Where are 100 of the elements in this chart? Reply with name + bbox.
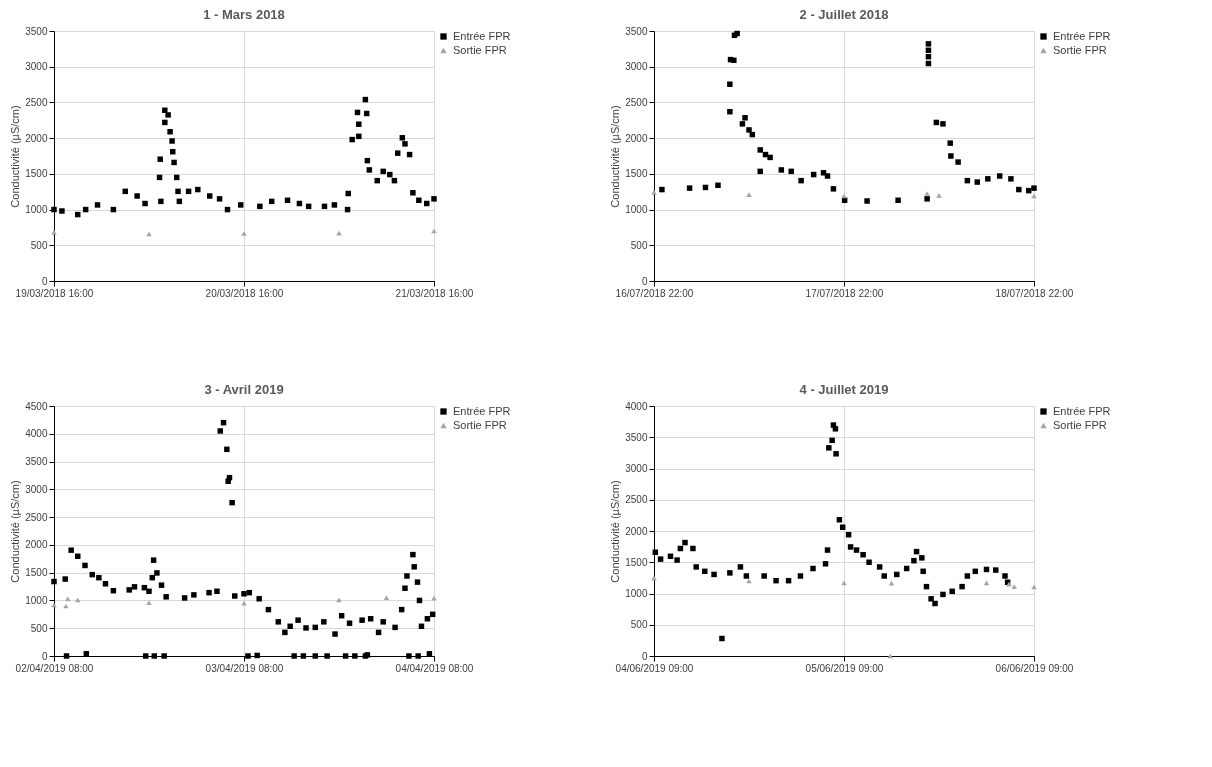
point bbox=[860, 552, 866, 558]
x-tick-label: 02/04/2019 08:00 bbox=[15, 662, 94, 674]
point bbox=[881, 573, 887, 579]
point bbox=[380, 168, 386, 175]
point bbox=[402, 141, 408, 147]
y-tick-label: 3000 bbox=[25, 483, 48, 495]
point bbox=[175, 188, 181, 195]
point bbox=[674, 557, 680, 563]
point bbox=[431, 196, 437, 202]
point bbox=[797, 573, 804, 579]
point bbox=[773, 577, 779, 584]
y-tick-label: 3000 bbox=[25, 61, 48, 73]
chart-title: 3 - Avril 2019 bbox=[204, 382, 284, 397]
y-tick-label: 0 bbox=[641, 275, 648, 287]
point bbox=[824, 547, 831, 553]
point bbox=[431, 228, 437, 234]
legend-label: Entrée FPR bbox=[1053, 29, 1111, 42]
point bbox=[169, 138, 175, 144]
point bbox=[964, 573, 971, 579]
point bbox=[366, 167, 373, 173]
point bbox=[737, 564, 744, 570]
point bbox=[895, 197, 901, 204]
x-tick-label: 21/03/2018 16:00 bbox=[395, 287, 474, 299]
point bbox=[356, 133, 362, 140]
point bbox=[983, 580, 990, 586]
x-tick-label: 19/03/2018 16:00 bbox=[15, 287, 94, 299]
point bbox=[788, 168, 794, 175]
point bbox=[742, 115, 748, 121]
point bbox=[345, 190, 351, 197]
y-tick-label: 1000 bbox=[25, 204, 48, 216]
point bbox=[876, 564, 883, 570]
point bbox=[241, 600, 247, 606]
point bbox=[993, 567, 999, 573]
legend-label: Sortie FPR bbox=[1053, 43, 1107, 56]
point bbox=[1002, 573, 1008, 579]
point bbox=[165, 112, 171, 118]
point bbox=[715, 182, 721, 189]
point bbox=[727, 570, 733, 576]
y-tick-label: 3000 bbox=[625, 61, 648, 73]
point bbox=[241, 231, 247, 236]
y-tick-label: 0 bbox=[41, 650, 48, 662]
y-tick-label: 4000 bbox=[625, 400, 648, 412]
point bbox=[146, 600, 152, 606]
point bbox=[841, 193, 847, 199]
point bbox=[746, 127, 752, 133]
point bbox=[336, 230, 342, 236]
point bbox=[778, 167, 785, 173]
point bbox=[924, 191, 930, 196]
point bbox=[216, 196, 223, 202]
legend-label: Entrée FPR bbox=[453, 29, 511, 42]
point bbox=[911, 557, 917, 564]
point bbox=[940, 121, 946, 127]
y-tick-label: 0 bbox=[641, 650, 648, 662]
point bbox=[746, 578, 752, 584]
point bbox=[810, 565, 816, 572]
point bbox=[936, 192, 942, 198]
y-tick-label: 2500 bbox=[625, 96, 648, 108]
point bbox=[1031, 193, 1037, 199]
y-tick-label: 3500 bbox=[25, 25, 48, 37]
point bbox=[925, 41, 932, 47]
y-tick-label: 2500 bbox=[25, 511, 48, 523]
point bbox=[686, 185, 693, 191]
point bbox=[171, 159, 177, 166]
legend-label: Sortie FPR bbox=[453, 43, 507, 56]
point bbox=[657, 556, 664, 562]
point bbox=[651, 190, 657, 195]
y-tick-label: 500 bbox=[630, 619, 648, 631]
legend-label: Entrée FPR bbox=[1053, 404, 1111, 417]
point bbox=[394, 150, 401, 156]
point bbox=[757, 147, 763, 153]
point bbox=[157, 156, 163, 162]
point bbox=[51, 602, 57, 608]
point bbox=[833, 451, 839, 457]
point bbox=[349, 136, 355, 143]
y-axis-title: Conductivité (µS/cm) bbox=[9, 105, 22, 208]
point bbox=[416, 197, 422, 204]
point bbox=[331, 202, 338, 208]
point bbox=[949, 588, 955, 595]
y-tick-label: 500 bbox=[30, 239, 48, 251]
point bbox=[830, 186, 837, 192]
point bbox=[383, 595, 390, 601]
point bbox=[959, 583, 965, 590]
y-tick-label: 3000 bbox=[625, 463, 648, 474]
point bbox=[1031, 584, 1037, 590]
point bbox=[134, 193, 140, 199]
point bbox=[51, 230, 57, 235]
point bbox=[996, 173, 1003, 179]
point bbox=[336, 597, 342, 603]
point bbox=[162, 119, 168, 126]
point bbox=[257, 203, 263, 210]
point bbox=[356, 121, 362, 127]
y-tick-label: 1500 bbox=[25, 567, 48, 579]
chart-title: 1 - Mars 2018 bbox=[203, 7, 285, 22]
point bbox=[65, 596, 71, 602]
y-tick-label: 500 bbox=[630, 239, 648, 251]
legend-label: Sortie FPR bbox=[1053, 418, 1107, 431]
x-tick-label: 18/07/2018 22:00 bbox=[995, 287, 1074, 299]
point bbox=[387, 171, 393, 178]
point bbox=[847, 544, 854, 550]
y-axis-title: Conductivité (µS/cm) bbox=[609, 480, 622, 583]
